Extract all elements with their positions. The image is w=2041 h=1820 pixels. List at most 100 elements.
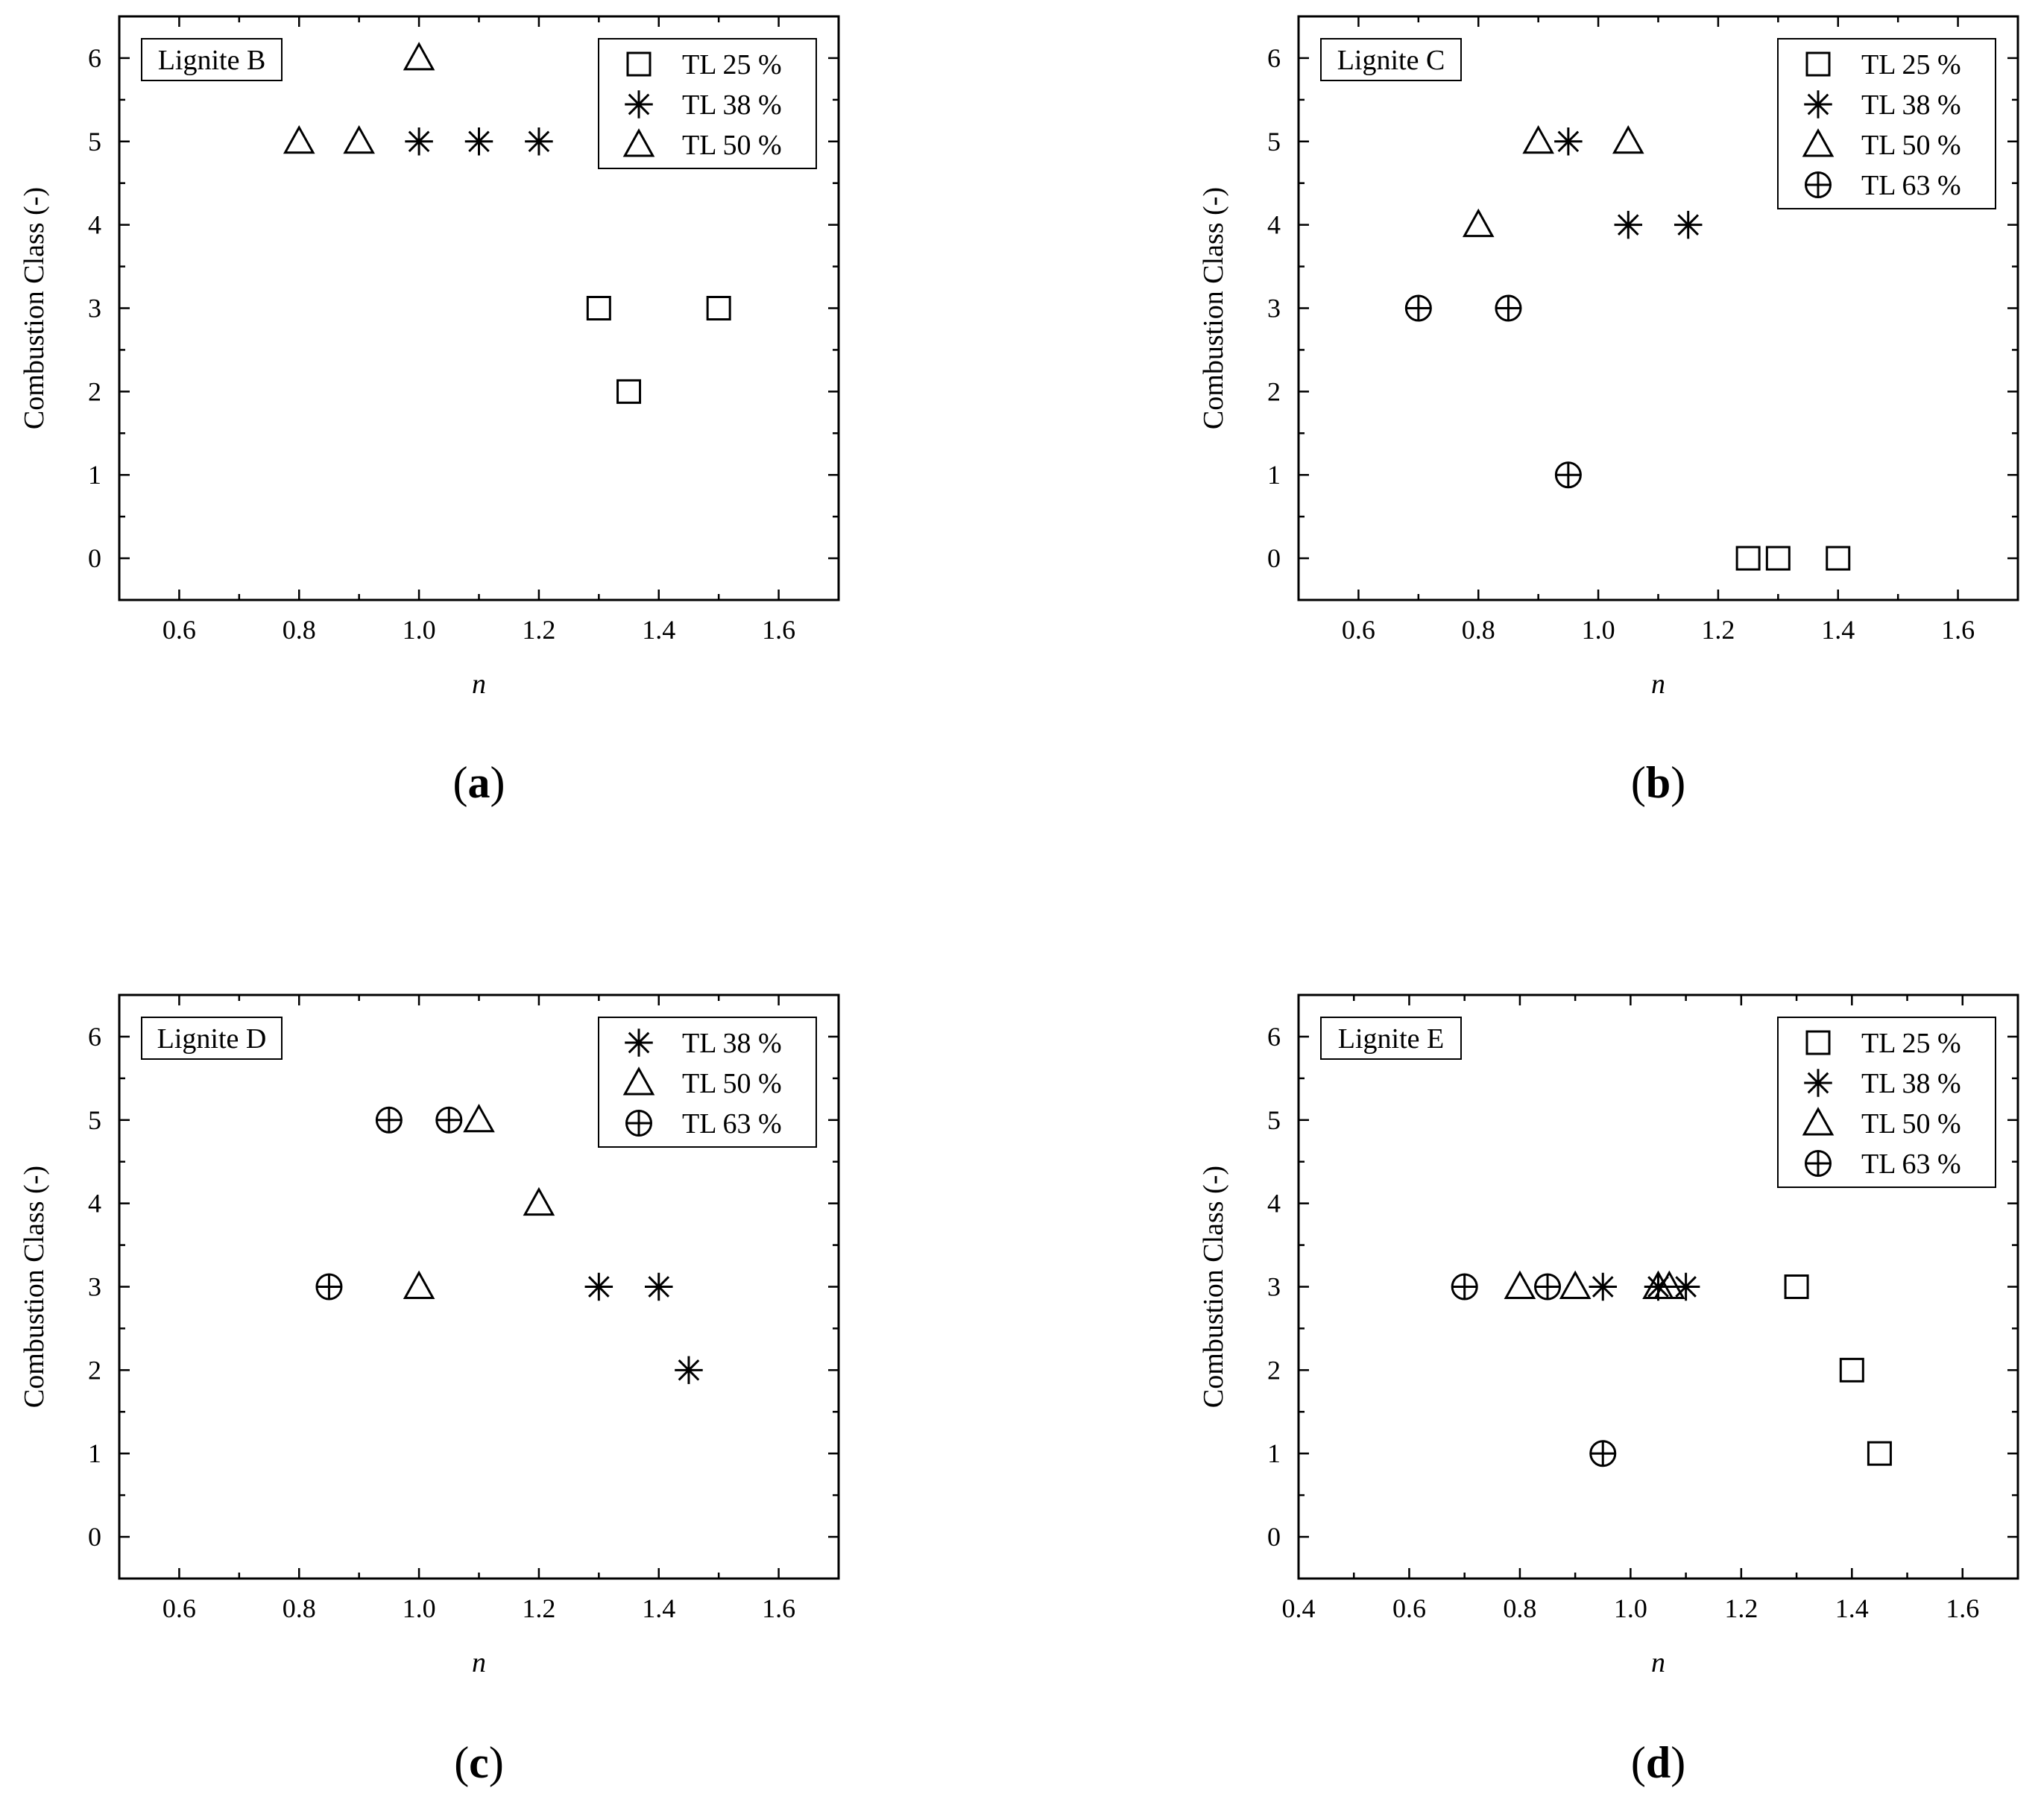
x-tick-label: 1.0: [403, 615, 436, 645]
data-point: [315, 1273, 343, 1301]
y-tick-label: 3: [88, 294, 101, 323]
x-tick-label: 0.6: [163, 1593, 196, 1623]
legend-entry: TL 38 %: [1804, 1068, 1961, 1099]
data-point: [405, 127, 433, 156]
legend-marker: [625, 1029, 653, 1057]
legend-label: TL 38 %: [682, 89, 782, 121]
data-point: [1451, 1273, 1478, 1301]
y-tick-label: 0: [1267, 1522, 1281, 1552]
data-point: [645, 1272, 673, 1301]
data-point: [435, 1106, 463, 1134]
y-tick-label: 0: [1267, 543, 1281, 573]
x-tick-label: 1.6: [1941, 615, 1975, 645]
x-tick-label: 1.0: [1614, 1593, 1647, 1623]
data-point: [1867, 1441, 1892, 1466]
series-circleplus: [315, 1106, 463, 1301]
x-tick-label: 0.6: [1342, 615, 1375, 645]
x-tick-label: 1.6: [1946, 1593, 1979, 1623]
legend-entry: TL 63 %: [1805, 170, 1961, 201]
legend-entry: TL 50 %: [622, 128, 782, 161]
data-point: [1653, 1270, 1685, 1299]
series-triangle: [283, 42, 435, 154]
data-point: [1612, 124, 1644, 154]
legend-marker: [1805, 51, 1831, 77]
x-tick-label: 1.6: [762, 1593, 795, 1623]
panel-caption: (c): [454, 1738, 504, 1787]
legend-label: TL 50 %: [682, 130, 782, 161]
data-point: [403, 1270, 435, 1299]
legend: TL 25 % TL 38 % TL 50 %: [598, 38, 817, 169]
data-point: [1522, 124, 1554, 154]
panel-title-frame: [1320, 38, 1462, 81]
data-point: [1674, 210, 1703, 239]
panel-title: Lignite D: [157, 1023, 267, 1055]
data-point: [1504, 1270, 1536, 1299]
x-tick-label: 1.4: [642, 615, 675, 645]
data-point: [586, 296, 611, 320]
legend-label: TL 50 %: [682, 1068, 782, 1099]
legend-marker: [1802, 1107, 1835, 1136]
panel-title-frame: [1320, 1017, 1462, 1060]
series-circleplus: [1451, 1273, 1617, 1467]
panel-title: Lignite B: [158, 45, 266, 76]
legend-entry: TL 50 %: [1802, 128, 1961, 161]
x-axis-title: n: [472, 1647, 486, 1678]
data-point: [1765, 546, 1791, 571]
legend-label: TL 50 %: [1861, 1108, 1961, 1140]
x-tick-label: 1.4: [1835, 1593, 1869, 1623]
panel-title: Lignite C: [1337, 45, 1445, 76]
y-tick-label: 1: [88, 460, 101, 490]
x-tick-label: 1.4: [1821, 615, 1855, 645]
x-axis-title: n: [1651, 1647, 1665, 1678]
y-axis-title: Combustion Class (-): [1198, 1166, 1229, 1408]
y-tick-label: 4: [1267, 1189, 1281, 1219]
legend-marker: [1802, 128, 1835, 157]
data-point: [403, 42, 435, 71]
legend-entry: TL 25 %: [1805, 1028, 1961, 1059]
data-point: [616, 379, 642, 404]
legend-marker: [1804, 90, 1832, 119]
panel-caption: (b): [1631, 758, 1685, 807]
x-tick-label: 1.0: [403, 1593, 436, 1623]
y-axis-title: Combustion Class (-): [1198, 187, 1229, 429]
y-tick-label: 2: [1267, 376, 1281, 406]
legend-marker: [622, 1067, 655, 1096]
data-point: [1839, 1357, 1864, 1383]
y-tick-label: 2: [88, 376, 101, 406]
data-point: [464, 127, 493, 156]
legend: TL 38 % TL 50 % TL 63 %: [598, 1017, 817, 1148]
data-point: [1614, 210, 1643, 239]
legend-label: TL 38 %: [682, 1028, 782, 1059]
legend-frame: [1777, 38, 1996, 209]
legend-marker: [625, 1110, 652, 1137]
data-point: [375, 1106, 403, 1134]
y-tick-label: 5: [88, 1105, 101, 1135]
x-tick-label: 0.8: [1462, 615, 1495, 645]
panel-caption: (d): [1631, 1738, 1685, 1787]
legend-label: TL 38 %: [1861, 89, 1961, 121]
y-tick-label: 2: [88, 1355, 101, 1385]
x-tick-label: 1.2: [522, 615, 555, 645]
y-tick-label: 3: [1267, 1272, 1281, 1302]
legend-label: TL 63 %: [1861, 1148, 1961, 1180]
x-tick-label: 1.4: [642, 1593, 675, 1623]
x-tick-label: 1.0: [1582, 615, 1615, 645]
y-tick-label: 4: [1267, 210, 1281, 240]
data-point: [1671, 1272, 1700, 1301]
y-tick-label: 1: [1267, 1438, 1281, 1468]
y-tick-label: 6: [1267, 43, 1281, 73]
legend-entry: TL 38 %: [1804, 89, 1961, 121]
data-point: [463, 1103, 495, 1133]
panel-title: Lignite E: [1338, 1023, 1444, 1055]
data-point: [1589, 1272, 1618, 1301]
y-tick-label: 4: [88, 210, 101, 240]
x-tick-label: 1.2: [1724, 1593, 1758, 1623]
series-triangle: [1462, 124, 1644, 238]
series-square: [1784, 1274, 1892, 1466]
data-point: [523, 1187, 555, 1216]
y-tick-label: 5: [1267, 127, 1281, 157]
series-asterisk: [584, 1272, 703, 1385]
x-tick-label: 0.6: [163, 615, 196, 645]
series-asterisk: [1589, 1272, 1700, 1301]
